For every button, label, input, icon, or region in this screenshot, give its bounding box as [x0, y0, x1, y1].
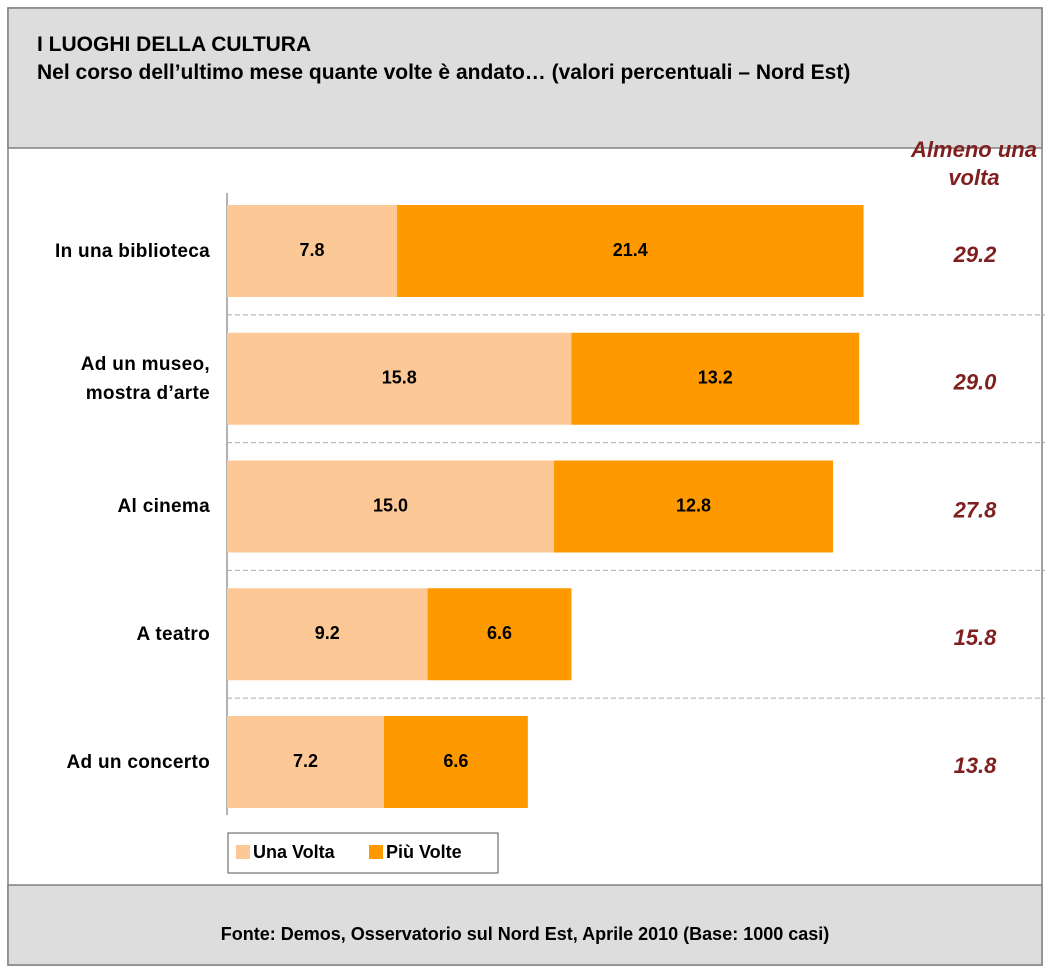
- bar-segment: [227, 588, 428, 681]
- source-note: Fonte: Demos, Osservatorio sul Nord Est,…: [220, 924, 830, 944]
- value-label: 13.2: [698, 368, 733, 388]
- value-label: 7.8: [300, 240, 325, 260]
- legend-box: [227, 832, 499, 874]
- value-label: 7.2: [293, 751, 318, 771]
- category-label: Al cinema: [117, 496, 210, 517]
- value-label: 12.8: [676, 495, 711, 515]
- value-label: 15.0: [373, 495, 408, 515]
- legend-label: Più Volte: [386, 842, 462, 862]
- bar-segment: [427, 588, 572, 681]
- bar-segment: [554, 460, 834, 553]
- value-label: 9.2: [315, 623, 340, 643]
- value-label: 15.8: [382, 368, 417, 388]
- bar-segment: [227, 716, 384, 808]
- totals-header: Almeno una volta: [911, 137, 1037, 190]
- total-label: 27.8: [953, 497, 998, 522]
- footer-band: [7, 884, 1043, 966]
- chart-subtitle: Nel corso dell’ultimo mese quante volte …: [37, 61, 851, 84]
- header-band: [7, 7, 1043, 149]
- bar-segment: [397, 205, 864, 297]
- bar-segment: [571, 332, 860, 425]
- bar-segment: [227, 332, 572, 425]
- value-label: 21.4: [613, 240, 648, 260]
- category-label: Ad un concerto: [66, 751, 210, 773]
- legend-label: Una Volta: [253, 842, 336, 862]
- category-label: Ad un museo, mostra d’arte: [80, 353, 210, 404]
- category-label: A teatro: [136, 623, 210, 645]
- total-label: 13.8: [954, 753, 998, 778]
- legend-swatch: [236, 845, 250, 859]
- bar-segment: [383, 716, 528, 808]
- chart-title: I LUOGHI DELLA CULTURA: [37, 33, 312, 56]
- total-label: 29.0: [953, 370, 998, 395]
- value-label: 6.6: [443, 751, 468, 771]
- legend-swatch: [369, 845, 383, 859]
- bar-segment: [227, 460, 554, 553]
- category-label: In una biblioteca: [54, 240, 210, 262]
- bar-segment: [227, 205, 398, 297]
- value-label: 6.6: [487, 623, 512, 643]
- total-label: 29.2: [953, 242, 998, 267]
- total-label: 15.8: [954, 625, 998, 650]
